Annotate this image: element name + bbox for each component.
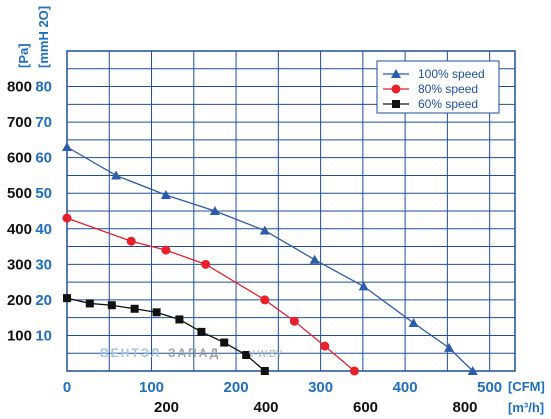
data-point (242, 351, 251, 359)
series-line (66, 146, 474, 372)
series-2 (63, 294, 269, 375)
series-line (66, 217, 355, 372)
y-tick-label-pa: 700 (7, 114, 32, 131)
y-tick-label-mmh2o: 30 (35, 256, 52, 273)
legend-label: 60% speed (418, 97, 478, 111)
data-point (161, 245, 171, 255)
data-point (309, 254, 320, 264)
data-point (126, 236, 136, 246)
x-tick-label-m3h: 800 (452, 399, 477, 416)
series-line (66, 297, 266, 372)
y-tick-label-mmh2o: 40 (35, 221, 52, 238)
legend-marker (392, 100, 400, 108)
x-tick-label-m3h: 600 (353, 399, 378, 416)
legend-item: 80% speed (383, 82, 478, 96)
data-point (175, 315, 184, 324)
legend-marker (391, 69, 401, 78)
legend-label: 100% speed (418, 67, 485, 81)
y-tick-label-pa: 600 (7, 150, 32, 167)
x-tick-label-m3h: 400 (253, 399, 278, 416)
legend-label: 80% speed (418, 82, 478, 96)
data-point (444, 342, 455, 352)
data-point (320, 341, 330, 351)
y-tick-label-mmh2o: 50 (35, 185, 52, 202)
y-tick-label-pa: 400 (7, 221, 32, 238)
y-tick-label-mmh2o: 70 (35, 114, 52, 131)
data-point (111, 170, 122, 180)
data-point (107, 301, 116, 310)
data-point (349, 366, 359, 376)
series-1 (62, 213, 359, 376)
x-tick-label-cfm: 0 (63, 379, 71, 396)
y-unit-pa: [Pa] (16, 43, 31, 68)
y-tick-label-pa: 300 (7, 256, 32, 273)
data-point (62, 213, 72, 223)
x-tick-label-cfm: 100 (139, 379, 164, 396)
data-point (260, 367, 269, 375)
data-point (220, 338, 229, 347)
x-tick-label-cfm: 300 (308, 379, 333, 396)
data-point (130, 304, 139, 313)
data-point (160, 190, 171, 199)
series-0 (62, 142, 478, 375)
data-point (289, 316, 299, 326)
series-layer (62, 142, 478, 376)
data-point (408, 318, 419, 327)
data-point (260, 295, 270, 305)
data-point (201, 259, 211, 269)
data-point (467, 366, 478, 375)
watermark-brand-dark: ЗАПАД (168, 346, 220, 360)
watermark-site: V-W.BY (248, 349, 283, 360)
data-point (197, 327, 206, 336)
y-tick-label-pa: 100 (7, 327, 32, 344)
x-unit-cfm: [CFM] (508, 379, 545, 394)
data-point (152, 308, 161, 317)
x-tick-label-m3h: 200 (154, 399, 179, 416)
legend-item: 60% speed (383, 97, 478, 111)
watermark-brand-light: ВЕНТЭЛ (100, 346, 161, 360)
y-tick-label-mmh2o: 10 (35, 327, 52, 344)
data-point (259, 225, 270, 235)
y-unit-mmh2o: [mmH 2O] (36, 6, 51, 68)
y-tick-label-pa: 500 (7, 185, 32, 202)
x-tick-label-cfm: 500 (477, 379, 502, 396)
y-tick-label-mmh2o: 60 (35, 150, 52, 167)
data-point (85, 299, 94, 308)
x-tick-label-cfm: 200 (224, 379, 249, 396)
x-unit-m3h: [m³/h] (508, 400, 544, 415)
legend-item: 100% speed (383, 67, 485, 81)
x-tick-label-cfm: 400 (393, 379, 418, 396)
data-point (209, 206, 220, 215)
y-tick-label-mmh2o: 80 (35, 79, 52, 96)
y-tick-label-pa: 200 (7, 292, 32, 309)
data-point (358, 281, 369, 291)
y-tick-label-pa: 800 (7, 79, 32, 96)
y-tick-label-mmh2o: 20 (35, 292, 52, 309)
data-point (62, 142, 72, 151)
data-point (63, 294, 71, 303)
legend-marker (391, 84, 401, 94)
